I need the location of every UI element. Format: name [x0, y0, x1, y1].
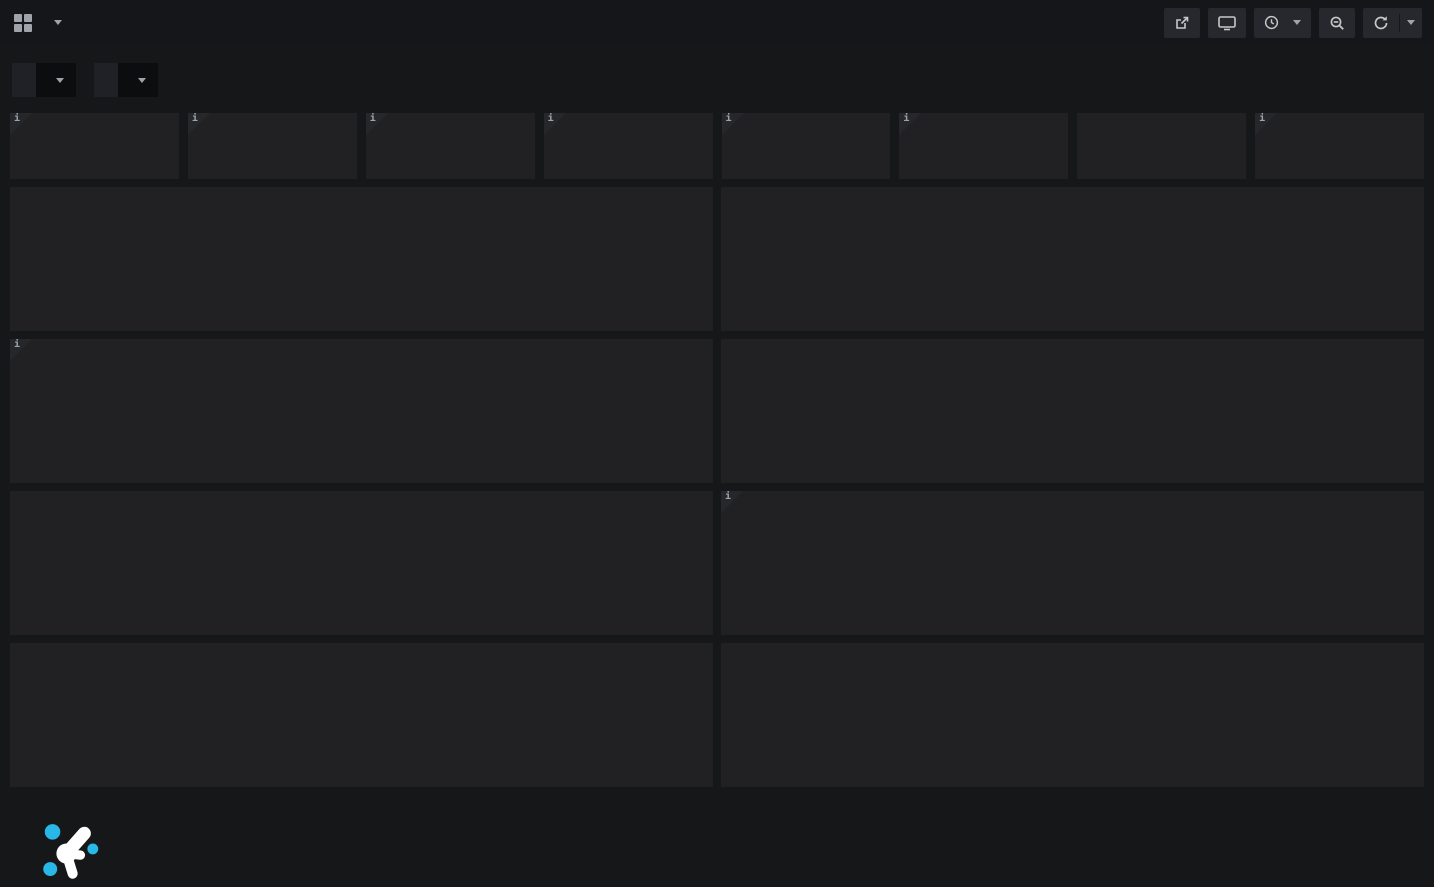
info-corner-icon[interactable]: i	[1255, 113, 1278, 135]
info-corner-icon[interactable]: i	[899, 113, 922, 135]
tv-mode-button[interactable]	[1208, 7, 1246, 38]
variable-agg-interval	[94, 63, 158, 97]
refresh-icon	[1374, 15, 1388, 29]
sparkline	[366, 153, 535, 179]
variable-agg-interval-label	[94, 63, 118, 97]
stat-panel-qps: i	[543, 113, 713, 179]
graph-row-3: i	[0, 483, 1434, 635]
panel-tuple-statistics	[10, 187, 713, 331]
panel-buffer-hit-ratio	[721, 187, 1424, 331]
zoom-out-button[interactable]	[1319, 7, 1355, 38]
refresh-button[interactable]	[1363, 8, 1399, 38]
stat-panel-sessions: i	[899, 113, 1069, 179]
panel-wal-rate-db-size	[721, 339, 1424, 483]
variable-dbname-select[interactable]	[36, 63, 76, 97]
graph-row-4	[0, 635, 1434, 787]
zoom-out-icon	[1330, 16, 1344, 30]
stat-panel-temp-bytes	[1077, 113, 1247, 179]
refresh-button-group	[1363, 7, 1422, 38]
navbar	[0, 0, 1434, 45]
panel-tps-qps: i	[721, 491, 1424, 635]
template-variables-bar	[0, 45, 1434, 107]
refresh-interval-dropdown[interactable]	[1400, 8, 1422, 38]
stat-value	[722, 139, 891, 177]
info-corner-icon[interactable]: i	[721, 113, 744, 135]
cybertec-logo[interactable]	[36, 821, 124, 883]
info-corner-icon[interactable]: i	[187, 113, 210, 135]
panel-sessions-deadlocks	[10, 491, 713, 635]
variable-dbname-label	[12, 63, 36, 97]
info-corner-icon[interactable]: i	[365, 113, 388, 135]
time-range-picker[interactable]	[1254, 7, 1311, 38]
panel-seq-scans	[10, 643, 713, 787]
divider	[1399, 13, 1400, 32]
info-corner-icon[interactable]: i	[10, 113, 32, 135]
clock-icon	[1264, 15, 1279, 30]
variable-dbname	[12, 63, 76, 97]
stat-panel-query-runtime: i	[721, 113, 891, 179]
time-range-caret-icon	[1293, 20, 1301, 25]
stat-panel-tuples-fetched: i	[1255, 113, 1424, 179]
info-corner-icon[interactable]: i	[543, 113, 566, 135]
sparkline	[1077, 153, 1246, 179]
refresh-caret-icon	[1407, 20, 1415, 25]
stat-panel-tps: i	[365, 113, 535, 179]
footer	[0, 821, 1434, 883]
variable-agg-interval-select[interactable]	[118, 63, 158, 97]
info-corner-icon[interactable]: i	[721, 491, 743, 513]
agg-interval-caret-icon	[138, 77, 146, 83]
info-corner-icon[interactable]: i	[10, 339, 32, 361]
sparkline	[1255, 153, 1424, 179]
dbname-caret-icon	[56, 77, 64, 83]
dashboard-grid-icon[interactable]	[12, 12, 34, 34]
panel-avg-query-runtime: i	[10, 339, 713, 483]
sparkline	[899, 153, 1068, 179]
tv-icon	[1218, 15, 1236, 30]
share-icon	[1176, 16, 1189, 29]
stat-panels-row: i i i i i i i	[0, 107, 1434, 179]
stat-panel-instance-uptime: i	[187, 113, 357, 179]
panel-exclusive-locks	[721, 643, 1424, 787]
graph-row-2: i	[0, 331, 1434, 483]
sparkline	[544, 153, 713, 179]
cybertec-molecule-icon	[43, 824, 99, 879]
graph-row-1	[0, 179, 1434, 331]
share-button[interactable]	[1164, 7, 1200, 38]
stat-panel-instance-state: i	[10, 113, 179, 179]
title-caret-icon[interactable]	[54, 20, 62, 25]
